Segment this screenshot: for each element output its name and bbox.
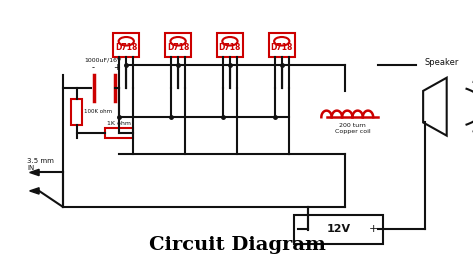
Text: 1K ohm: 1K ohm [107,121,131,126]
Text: 12V: 12V [326,224,350,234]
Text: D718: D718 [271,43,293,52]
Polygon shape [30,188,39,194]
Text: Circuit Diagram: Circuit Diagram [148,236,326,254]
FancyBboxPatch shape [269,33,295,57]
Text: +: + [113,63,120,72]
Text: 100K ohm: 100K ohm [84,109,112,114]
Text: D718: D718 [219,43,241,52]
Text: +: + [369,224,378,234]
Polygon shape [30,169,39,176]
Text: 1000uF/16V: 1000uF/16V [84,58,121,63]
FancyBboxPatch shape [113,33,139,57]
FancyBboxPatch shape [217,33,243,57]
Text: D718: D718 [167,43,189,52]
FancyBboxPatch shape [165,33,191,57]
Text: Speaker: Speaker [425,57,459,66]
Text: -: - [92,63,95,72]
FancyBboxPatch shape [105,128,133,138]
FancyBboxPatch shape [71,99,82,125]
Text: 200 turn
Copper coil: 200 turn Copper coil [335,123,370,134]
Text: 3.5 mm
IN: 3.5 mm IN [27,158,54,171]
FancyBboxPatch shape [293,215,383,244]
Text: D718: D718 [115,43,137,52]
Text: -: - [301,224,305,234]
